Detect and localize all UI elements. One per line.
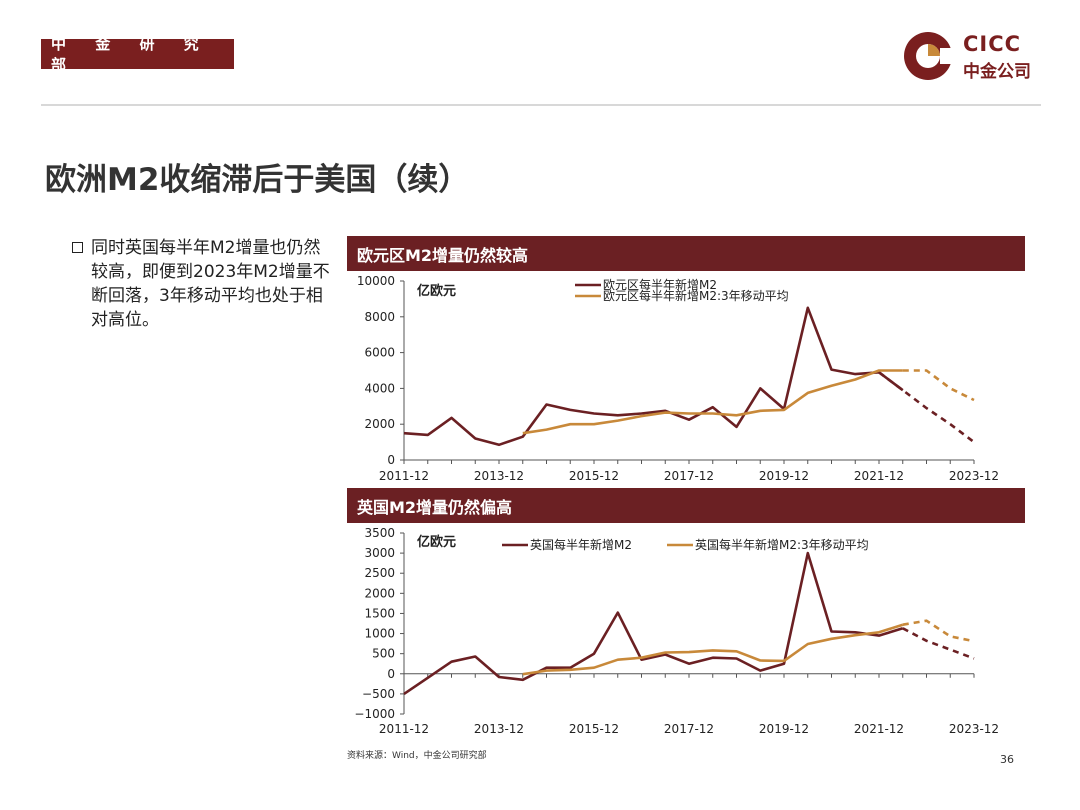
- department-badge: 中 金 研 究 部: [41, 35, 234, 74]
- x-tick-label: 2023-12: [949, 722, 999, 736]
- x-tick-label: 2013-12: [474, 722, 524, 736]
- y-tick-label: 2000: [364, 586, 395, 600]
- source-note: 资料来源：Wind，中金公司研究部: [347, 751, 487, 761]
- series-line-1: [522, 369, 903, 435]
- cicc-logo-icon: [904, 32, 955, 80]
- y-tick-label: 1000: [364, 627, 395, 641]
- x-tick-label: 2019-12: [759, 722, 809, 736]
- series-line-1: [522, 623, 904, 676]
- y-tick-label: 1500: [364, 606, 395, 620]
- x-tick-label: 2021-12: [854, 469, 904, 483]
- y-tick-label: −500: [362, 687, 395, 701]
- page-title: 欧洲M2收缩滞后于美国（续）: [45, 162, 470, 198]
- unit-label: 亿欧元: [417, 283, 456, 299]
- bullet-square-icon: [72, 242, 83, 253]
- legend-label-1: 英国每半年新增M2:3年移动平均: [695, 537, 869, 552]
- y-tick-label: 4000: [364, 381, 395, 395]
- legend-label-0: 英国每半年新增M2: [530, 537, 632, 552]
- unit-label: 亿欧元: [417, 534, 456, 550]
- series-line-0: [403, 306, 904, 447]
- bullet-text: 同时英国每半年M2增量也仍然较高，即便到2023年M2增量不断回落，3年移动平均…: [91, 238, 330, 330]
- x-tick-label: 2011-12: [379, 722, 429, 736]
- chart-uk-m2: −1000 −500 0 500 1000 1500 2000 2500 3000 3500 201…: [354, 526, 999, 736]
- x-tick-label: 2019-12: [759, 469, 809, 483]
- x-tick-label: 2021-12: [854, 722, 904, 736]
- legend-label-0: 欧元区每半年新增M2: [603, 277, 717, 292]
- series-projection-0: [878, 371, 975, 444]
- y-tick-label: 3000: [364, 546, 395, 560]
- logo-text-en: CICC: [963, 32, 1022, 56]
- y-tick-label: 0: [387, 453, 395, 467]
- x-tick-label: 2017-12: [664, 722, 714, 736]
- y-tick-label: 10000: [357, 274, 395, 288]
- legend-label-1: 欧元区每半年新增M2:3年移动平均: [603, 288, 789, 303]
- x-tick-label: 2013-12: [474, 469, 524, 483]
- chart1-title: 欧元区M2增量仍然较高: [347, 236, 1025, 271]
- y-tick-label: 500: [372, 647, 395, 661]
- x-tick-label: 2011-12: [379, 469, 429, 483]
- y-tick-label: 6000: [364, 346, 395, 360]
- header-divider: [41, 104, 1041, 106]
- chart2-title: 英国M2增量仍然偏高: [347, 488, 1025, 523]
- y-tick-label: 2000: [364, 417, 395, 431]
- chart-eurozone-m2: 0 2000 4000 6000 8000 10000 2011-12 2013-12 2015…: [357, 274, 999, 483]
- y-tick-label: 3500: [364, 526, 395, 540]
- y-tick-label: −1000: [354, 707, 395, 721]
- x-tick-label: 2017-12: [664, 469, 714, 483]
- x-tick-label: 2015-12: [569, 722, 619, 736]
- y-tick-label: 8000: [364, 310, 395, 324]
- series-projection-1: [902, 619, 975, 643]
- page-number: 36: [1000, 753, 1014, 766]
- series-projection-1: [902, 369, 975, 402]
- x-tick-label: 2023-12: [949, 469, 999, 483]
- cicc-logo: CICC 中金公司: [903, 30, 1043, 82]
- y-tick-label: 2500: [364, 566, 395, 580]
- y-tick-label: 0: [387, 667, 395, 681]
- x-tick-label: 2015-12: [569, 469, 619, 483]
- bullet-point: 同时英国每半年M2增量也仍然较高，即便到2023年M2增量不断回落，3年移动平均…: [72, 236, 337, 332]
- series-line-0: [403, 551, 904, 695]
- series-projection-0: [902, 627, 975, 660]
- logo-text-cn: 中金公司: [963, 62, 1031, 82]
